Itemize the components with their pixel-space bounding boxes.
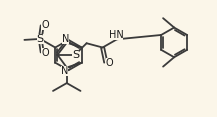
Text: O: O	[106, 58, 113, 68]
Text: O: O	[41, 20, 49, 30]
Text: N: N	[61, 66, 69, 76]
Text: O: O	[41, 48, 49, 58]
Text: S: S	[37, 34, 44, 44]
Text: S: S	[72, 50, 79, 60]
Text: HN: HN	[108, 30, 123, 40]
Text: N: N	[62, 34, 69, 44]
